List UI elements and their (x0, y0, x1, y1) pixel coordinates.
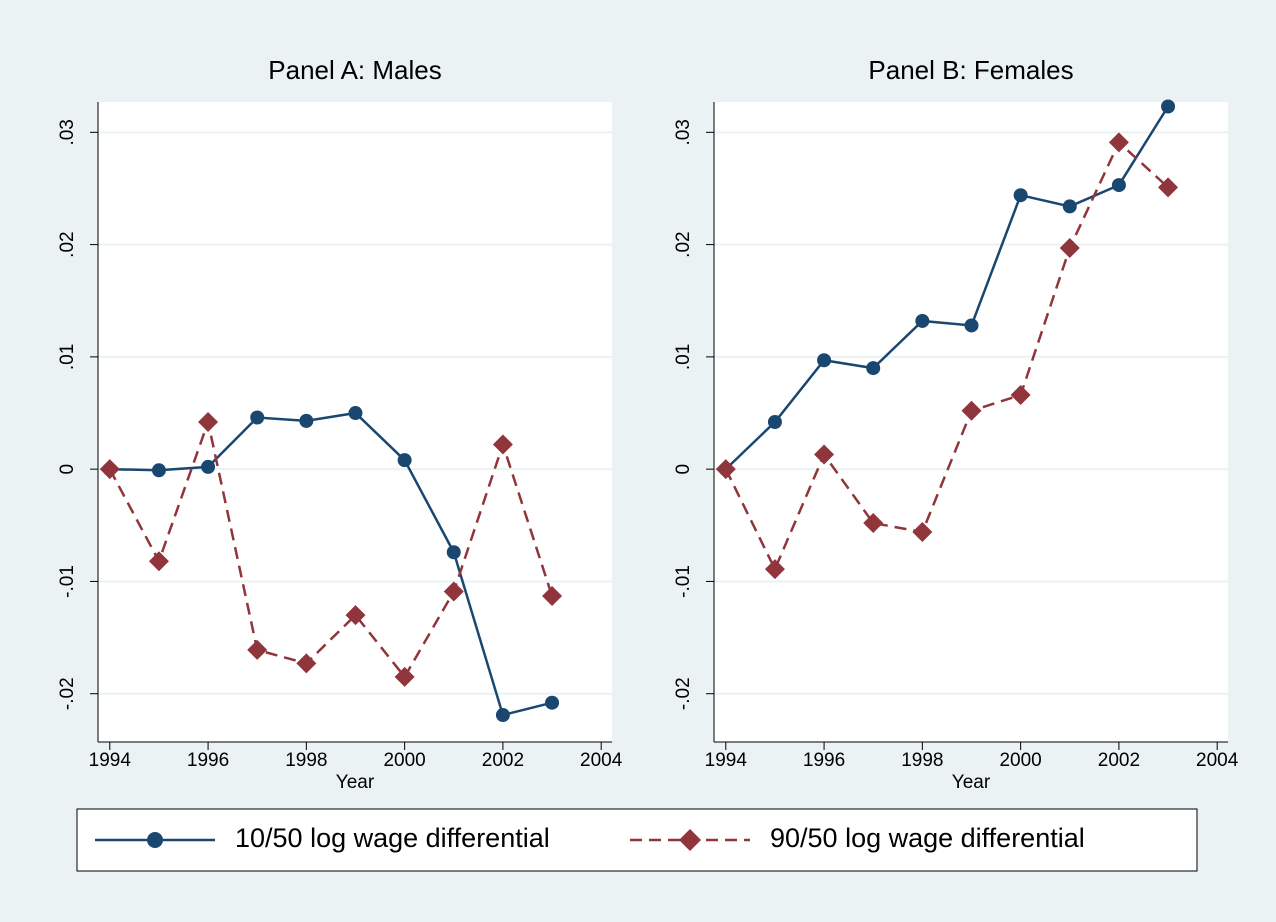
y-tick-label: .03 (57, 119, 78, 145)
x-tick-label: 1996 (803, 750, 845, 771)
x-tick-label: 1998 (901, 750, 943, 771)
marker (863, 513, 884, 534)
plot-area (98, 102, 612, 742)
legend-marker (679, 829, 701, 851)
x-tick-label: 1996 (187, 750, 229, 771)
x-axis-title: Year (336, 772, 375, 793)
marker (1111, 178, 1126, 193)
marker (296, 653, 317, 674)
x-tick-label: 1994 (705, 750, 748, 771)
series-line (109, 411, 553, 717)
marker (912, 522, 933, 543)
legend-marker (147, 832, 163, 848)
marker (443, 581, 464, 602)
marker (961, 400, 982, 421)
marker (1013, 188, 1028, 203)
x-tick-label: 2000 (999, 750, 1041, 771)
marker (250, 410, 265, 425)
y-tick-label: .02 (57, 231, 78, 257)
marker (1108, 132, 1129, 153)
legend-label: 10/50 log wage differential (235, 823, 550, 853)
marker (148, 551, 169, 572)
marker (299, 413, 314, 428)
chart-title: Panel B: Females (868, 55, 1073, 85)
y-tick-label: -.01 (57, 565, 78, 598)
marker (1161, 99, 1176, 114)
marker (1059, 237, 1080, 258)
marker (1062, 199, 1077, 214)
marker (397, 453, 412, 468)
plot-area (714, 102, 1228, 742)
marker (198, 412, 219, 432)
marker (394, 666, 415, 687)
marker (99, 459, 120, 480)
marker (545, 695, 560, 710)
y-tick-label: -.02 (57, 677, 78, 710)
marker (247, 639, 268, 660)
legend-label: 90/50 log wage differential (770, 823, 1085, 853)
x-axis-title: Year (952, 772, 991, 793)
y-tick-label: .03 (673, 119, 694, 145)
x-tick-label: 2004 (1196, 750, 1239, 771)
series-line (108, 417, 554, 680)
y-tick-label: -.02 (673, 677, 694, 710)
marker (1010, 385, 1031, 406)
marker (345, 605, 366, 626)
series-line (724, 140, 1169, 573)
marker (151, 463, 166, 478)
y-tick-label: 0 (673, 464, 694, 475)
marker (866, 361, 881, 376)
x-tick-label: 1998 (285, 750, 327, 771)
marker (348, 406, 363, 421)
marker (715, 459, 736, 480)
marker (814, 444, 835, 465)
x-tick-label: 2004 (580, 750, 623, 771)
y-tick-label: -.01 (673, 565, 694, 598)
marker (542, 586, 563, 607)
marker (964, 318, 979, 333)
x-tick-label: 2002 (1098, 750, 1140, 771)
y-tick-label: .01 (673, 344, 694, 370)
x-tick-label: 1994 (89, 750, 132, 771)
x-tick-label: 2000 (383, 750, 425, 771)
marker (915, 313, 930, 328)
marker (767, 415, 782, 429)
y-tick-label: .01 (57, 344, 78, 370)
marker (446, 545, 461, 560)
marker (492, 434, 513, 455)
marker (817, 353, 832, 368)
marker (1158, 177, 1179, 198)
y-tick-label: .02 (673, 231, 694, 257)
y-tick-label: 0 (57, 464, 78, 475)
marker (201, 459, 216, 474)
marker (764, 559, 785, 580)
marker (495, 708, 510, 723)
x-tick-label: 2002 (482, 750, 524, 771)
chart-title: Panel A: Males (268, 55, 441, 85)
